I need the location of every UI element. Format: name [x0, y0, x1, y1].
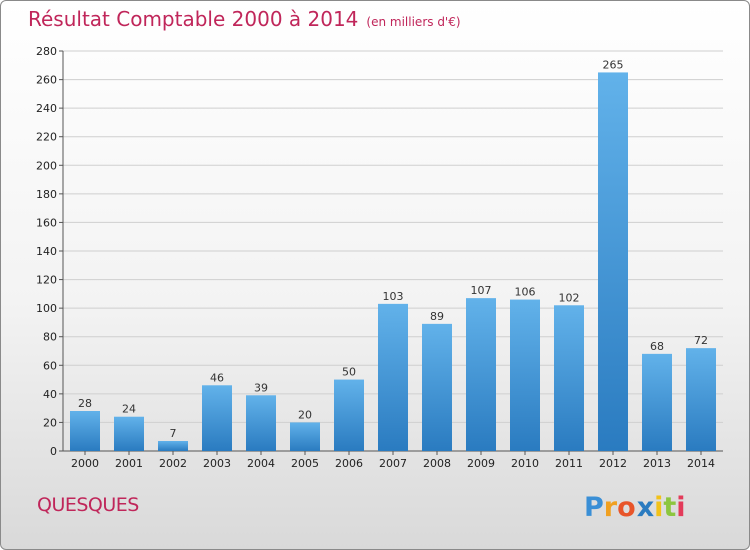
bars	[70, 72, 716, 451]
y-tick-label: 160	[36, 216, 57, 229]
y-tick-label: 40	[43, 388, 57, 401]
bar-value-label: 50	[342, 366, 356, 379]
bar-value-label: 106	[515, 286, 536, 299]
y-tick-label: 180	[36, 188, 57, 201]
bar-value-label: 46	[210, 371, 224, 384]
bar-value-label: 28	[78, 397, 92, 410]
x-tick-label: 2005	[291, 457, 319, 470]
x-tick-label: 2008	[423, 457, 451, 470]
x-tick-label: 2011	[555, 457, 583, 470]
x-tick-label: 2003	[203, 457, 231, 470]
y-tick-label: 260	[36, 74, 57, 87]
bar-value-label: 89	[430, 310, 444, 323]
bar-value-label: 265	[603, 58, 624, 71]
title-text: Résultat Comptable 2000 à 2014	[28, 7, 359, 31]
bar	[686, 348, 716, 451]
y-tick-label: 80	[43, 331, 57, 344]
y-tick-label: 60	[43, 359, 57, 372]
bar-value-label: 72	[694, 334, 708, 347]
chart-title: Résultat Comptable 2000 à 2014 (en millie…	[28, 7, 461, 31]
y-tick-label: 100	[36, 302, 57, 315]
x-tick-label: 2001	[115, 457, 143, 470]
x-tick-label: 2006	[335, 457, 363, 470]
labels: 0204060801001201401601802002202402602802…	[36, 45, 715, 470]
bar-value-label: 68	[650, 340, 664, 353]
y-tick-label: 240	[36, 102, 57, 115]
y-tick-label: 120	[36, 274, 57, 287]
bar-value-label: 24	[122, 403, 136, 416]
bar	[378, 303, 408, 451]
bar-value-label: 103	[383, 290, 404, 303]
x-tick-label: 2009	[467, 457, 495, 470]
x-tick-label: 2012	[599, 457, 627, 470]
y-tick-label: 20	[43, 416, 57, 429]
chart-subtitle: (en milliers d'€)	[366, 15, 461, 29]
y-tick-label: 0	[50, 445, 57, 458]
proxiti-logo[interactable]: Proxiti	[584, 489, 694, 523]
bar	[466, 298, 496, 451]
bar	[158, 441, 188, 451]
x-tick-label: 2000	[71, 457, 99, 470]
x-tick-label: 2002	[159, 457, 187, 470]
bar	[554, 305, 584, 451]
x-tick-label: 2014	[687, 457, 715, 470]
x-tick-label: 2007	[379, 457, 407, 470]
bar	[114, 416, 144, 451]
x-tick-label: 2010	[511, 457, 539, 470]
place-name: QUESQUES	[37, 494, 139, 516]
bar-value-label: 107	[471, 284, 492, 297]
bar	[202, 385, 232, 451]
bar-value-label: 102	[559, 291, 580, 304]
bar	[422, 323, 452, 451]
bar-value-label: 39	[254, 381, 268, 394]
bar	[246, 395, 276, 451]
y-tick-label: 220	[36, 131, 57, 144]
y-tick-label: 280	[36, 45, 57, 58]
bar	[290, 422, 320, 451]
bar-value-label: 20	[298, 408, 312, 421]
bar	[510, 299, 540, 451]
bar	[70, 411, 100, 451]
bar	[334, 379, 364, 451]
bar-value-label: 7	[170, 427, 177, 440]
bar	[598, 72, 628, 451]
x-tick-label: 2013	[643, 457, 671, 470]
y-tick-label: 140	[36, 245, 57, 258]
bar	[642, 353, 672, 451]
y-tick-label: 200	[36, 159, 57, 172]
x-tick-label: 2004	[247, 457, 275, 470]
svg-text:Proxiti: Proxiti	[584, 492, 686, 523]
